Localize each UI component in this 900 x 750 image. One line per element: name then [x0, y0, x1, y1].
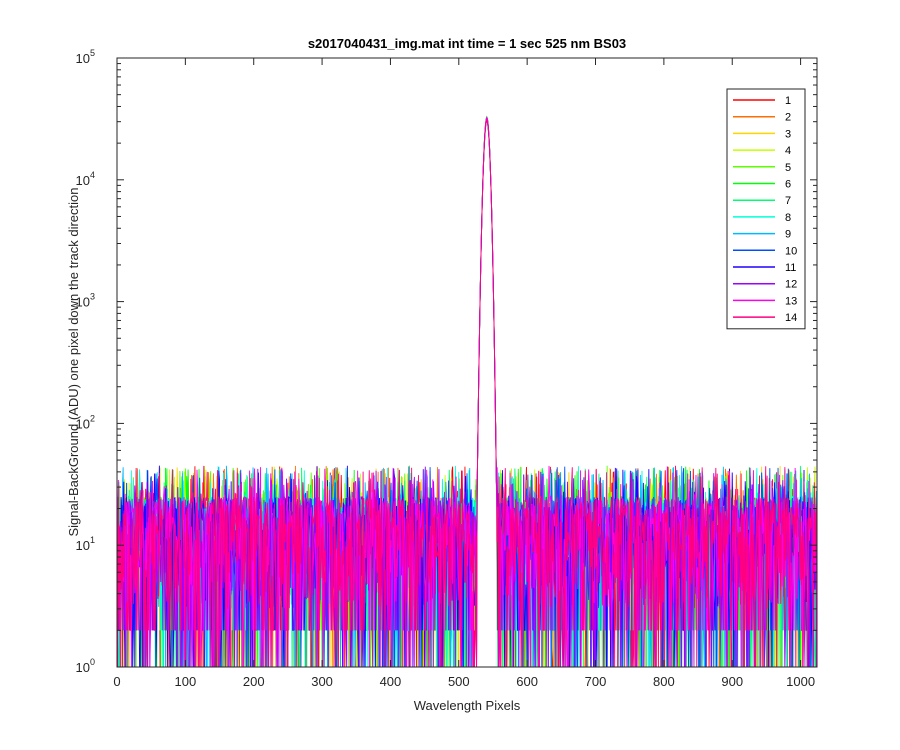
y-tick-label: 104: [76, 170, 95, 188]
y-axis-label: Signal-BackGround (ADU) one pixel down t…: [66, 187, 81, 536]
x-tick-label: 600: [516, 674, 538, 689]
legend-label-1: 1: [785, 95, 791, 107]
legend-label-5: 5: [785, 162, 791, 174]
x-tick-label: 400: [380, 674, 402, 689]
axes-frame: [116, 57, 818, 668]
y-tick-label: 102: [76, 413, 95, 431]
legend-label-9: 9: [785, 229, 791, 241]
legend-label-6: 6: [785, 179, 791, 191]
series-line-14: [116, 118, 818, 668]
x-tick-label: 800: [653, 674, 675, 689]
legend-label-8: 8: [785, 212, 791, 224]
y-tick-label: 100: [76, 657, 95, 675]
x-tick-label: 1000: [786, 674, 815, 689]
x-tick-label: 900: [721, 674, 743, 689]
y-tick-label: 101: [76, 535, 95, 553]
legend-box: [726, 88, 806, 330]
x-axis-label: Wavelength Pixels: [414, 698, 521, 713]
x-axis-ticks: 0 100 200 300 400 500 600 700 800 900 1000: [113, 58, 815, 689]
x-tick-label: 700: [585, 674, 607, 689]
legend-label-3: 3: [785, 128, 791, 140]
y-tick-label: 105: [76, 48, 95, 66]
legend-label-7: 7: [785, 195, 791, 207]
legend-label-4: 4: [785, 145, 791, 157]
legend-label-10: 10: [785, 245, 797, 257]
legend-label-2: 2: [785, 112, 791, 124]
series-layer: [116, 115, 818, 668]
axes-box: [116, 57, 818, 668]
chart-title: s2017040431_img.mat int time = 1 sec 525…: [308, 36, 626, 51]
x-tick-label: 300: [311, 674, 333, 689]
legend-label-13: 13: [785, 295, 797, 307]
x-tick-label: 0: [113, 674, 120, 689]
y-tick-label: 103: [76, 292, 95, 310]
legend-label-11: 11: [785, 262, 796, 274]
legend-label-12: 12: [785, 279, 797, 291]
legend-label-14: 14: [785, 312, 797, 324]
x-tick-label: 500: [448, 674, 470, 689]
x-tick-label: 200: [243, 674, 265, 689]
x-tick-label: 100: [175, 674, 197, 689]
